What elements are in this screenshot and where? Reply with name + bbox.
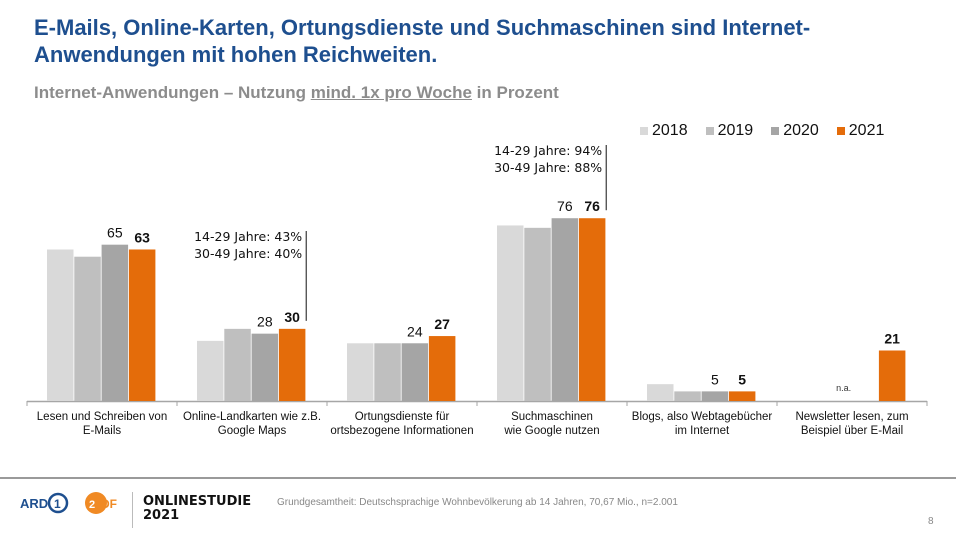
annotation-text: 30-49 Jahre: 88% (494, 160, 602, 175)
bar-2018 (47, 249, 74, 401)
data-label: 63 (134, 229, 150, 245)
legend-item-2018: 2018 (640, 122, 688, 140)
ard-logo: ARD 1 (20, 492, 69, 514)
legend-label: 2019 (717, 122, 754, 139)
page-number: 8 (928, 516, 934, 527)
legend-swatch (640, 127, 648, 135)
logo-separator (132, 492, 133, 528)
legend-label: 2018 (652, 122, 688, 139)
category-label: Lesen und Schreiben von (37, 411, 167, 423)
bar-2018 (497, 225, 524, 401)
legend-label: 2020 (783, 122, 819, 139)
subtitle-underlined: mind. 1x pro Woche (310, 83, 472, 102)
bar-2019 (674, 391, 701, 401)
bar-2018 (347, 343, 374, 401)
bar-2021 (878, 350, 906, 401)
legend-swatch (705, 127, 714, 135)
bar-chart: Lesen und Schreiben von E-Mails 65 63 Online… (26, 143, 928, 437)
bar-2019 (374, 343, 401, 401)
annotation-text: 14-29 Jahre: 94% (494, 143, 602, 158)
bar-2021 (428, 336, 456, 401)
study-name: ONLINESTUDIE 2021 (143, 495, 251, 523)
page-subtitle: Internet-Anwendungen – Nutzung mind. 1x … (34, 83, 559, 103)
annotation-text: 30-49 Jahre: 40% (194, 246, 302, 261)
data-label: 65 (107, 225, 123, 241)
bar-2020 (251, 333, 279, 401)
source-note: Grundgesamtheit: Deutschsprachige Wohnbe… (277, 497, 678, 508)
bar-2020 (701, 391, 729, 401)
bar-2018 (197, 340, 224, 401)
category-label: Online-Landkarten wie z.B. (183, 411, 321, 423)
svg-text:ARD: ARD (20, 496, 48, 511)
bar-2020 (401, 343, 429, 401)
data-label: 76 (584, 198, 600, 214)
study-title: ONLINESTUDIE (143, 494, 252, 509)
chart-legend: 2018 2019 2020 2021 (640, 122, 884, 140)
subtitle-text: Internet-Anwendungen – Nutzung (34, 83, 311, 102)
data-label: 30 (284, 309, 300, 325)
bar-2019 (74, 256, 101, 401)
category-label: Newsletter lesen, zum (795, 411, 908, 423)
bar-2021 (728, 391, 756, 401)
category-label: Suchmaschinen (511, 411, 593, 423)
bar-2019 (224, 328, 251, 401)
category-label: ortsbezogene Informationen (330, 425, 473, 437)
data-label: 5 (711, 371, 719, 387)
category-label: Blogs, also Webtagebücher (632, 411, 773, 423)
svg-text:2: 2 (89, 499, 95, 511)
bar-2021 (278, 328, 306, 401)
bar-2021 (578, 218, 606, 401)
bar-2018 (647, 384, 674, 401)
bar-2019 (524, 227, 551, 401)
category-label: Beispiel über E-Mail (801, 425, 903, 437)
data-label: 76 (557, 198, 573, 214)
data-label: 5 (738, 371, 746, 387)
category-label: im Internet (675, 425, 730, 437)
subtitle-text-end: in Prozent (471, 83, 559, 102)
page-title: E-Mails, Online-Karten, Ortungsdienste u… (34, 15, 811, 67)
legend-item-2019: 2019 (705, 122, 754, 140)
data-label: 27 (434, 316, 450, 332)
data-label: 24 (407, 323, 423, 339)
bar-2020 (551, 218, 579, 401)
category-label: Ortungsdienste für (355, 411, 450, 423)
broadcaster-logos: ARD 1 2 DF (20, 492, 117, 514)
data-label: 21 (884, 330, 900, 346)
study-year: 2021 (143, 508, 180, 523)
legend-item-2020: 2020 (771, 122, 819, 140)
svg-text:1: 1 (54, 497, 61, 511)
annotation-text: 14-29 Jahre: 43% (194, 229, 302, 244)
category-label: wie Google nutzen (503, 425, 599, 437)
legend-swatch (836, 127, 845, 135)
data-label: 28 (257, 314, 273, 330)
bar-2020 (101, 244, 129, 401)
bar-2021 (128, 249, 156, 401)
na-label: n.a. (836, 383, 851, 393)
svg-text:DF: DF (101, 497, 117, 511)
footer-divider (0, 477, 956, 479)
zdf-logo: 2 DF (85, 492, 117, 514)
category-label: Google Maps (218, 425, 287, 437)
category-label: E-Mails (83, 425, 122, 437)
legend-label: 2021 (848, 122, 885, 139)
legend-swatch (771, 127, 780, 135)
legend-item-2021: 2021 (836, 122, 885, 140)
